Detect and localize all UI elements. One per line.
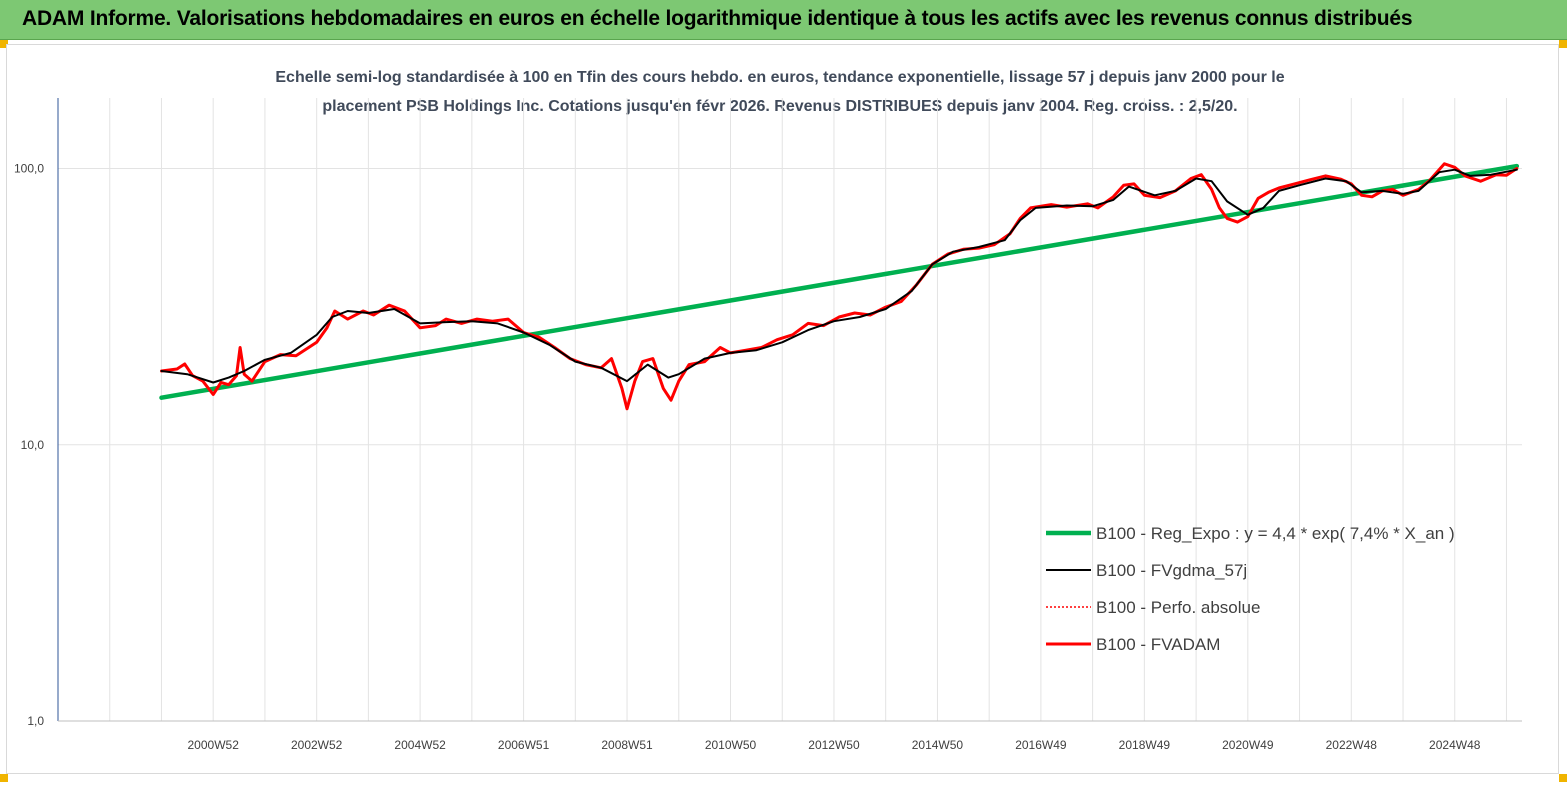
report-title: ADAM Informe. Valorisations hebdomadaire…: [22, 7, 1413, 30]
series-lines: [159, 162, 1520, 411]
x-tick-label: 2012W50: [808, 738, 860, 752]
corner-marker-top-left: [0, 40, 8, 48]
series-line-1: [160, 168, 1518, 384]
x-tick-label: 2018W49: [1119, 738, 1171, 752]
x-tick-label: 2016W49: [1015, 738, 1067, 752]
x-tick-label: 2014W50: [912, 738, 964, 752]
corner-marker-bottom-left: [0, 774, 8, 782]
x-tick-label: 2006W51: [498, 738, 550, 752]
x-tick-label: 2008W51: [601, 738, 653, 752]
x-tick-label: 2022W48: [1326, 738, 1378, 752]
grid-lines: [58, 98, 1522, 722]
legend: B100 - Reg_Expo : y = 4,4 * exp( 7,4% * …: [1046, 524, 1455, 654]
y-tick-label: 10,0: [21, 438, 45, 452]
chart-title-line-2: placement PSB Holdings Inc. Cotations ju…: [322, 98, 1238, 115]
chart-title-line-1: Echelle semi-log standardisée à 100 en T…: [275, 69, 1285, 86]
corner-marker-bottom-right: [1559, 774, 1567, 782]
series-line-3: [160, 162, 1519, 411]
series-line-0: [159, 163, 1520, 400]
legend-label: B100 - FVgdma_57j: [1096, 561, 1247, 580]
x-tick-label: 2020W49: [1222, 738, 1274, 752]
legend-label: B100 - Reg_Expo : y = 4,4 * exp( 7,4% * …: [1096, 524, 1455, 543]
x-tick-label: 2004W52: [394, 738, 446, 752]
y-tick-label: 1,0: [27, 714, 44, 728]
legend-label: B100 - Perfo. absolue: [1096, 598, 1260, 617]
corner-marker-top-right: [1559, 40, 1567, 48]
x-tick-label: 2000W52: [188, 738, 240, 752]
x-tick-label: 2002W52: [291, 738, 343, 752]
y-tick-label: 100,0: [14, 162, 44, 176]
x-tick-label: 2010W50: [705, 738, 757, 752]
x-tick-label: 2024W48: [1429, 738, 1481, 752]
axes: 1,0 10,0 100,0 2000W52 2002W52 2004W52 2006W51…: [14, 98, 1522, 752]
legend-label: B100 - FVADAM: [1096, 635, 1220, 654]
report-header: ADAM Informe. Valorisations hebdomadaire…: [0, 0, 1567, 40]
